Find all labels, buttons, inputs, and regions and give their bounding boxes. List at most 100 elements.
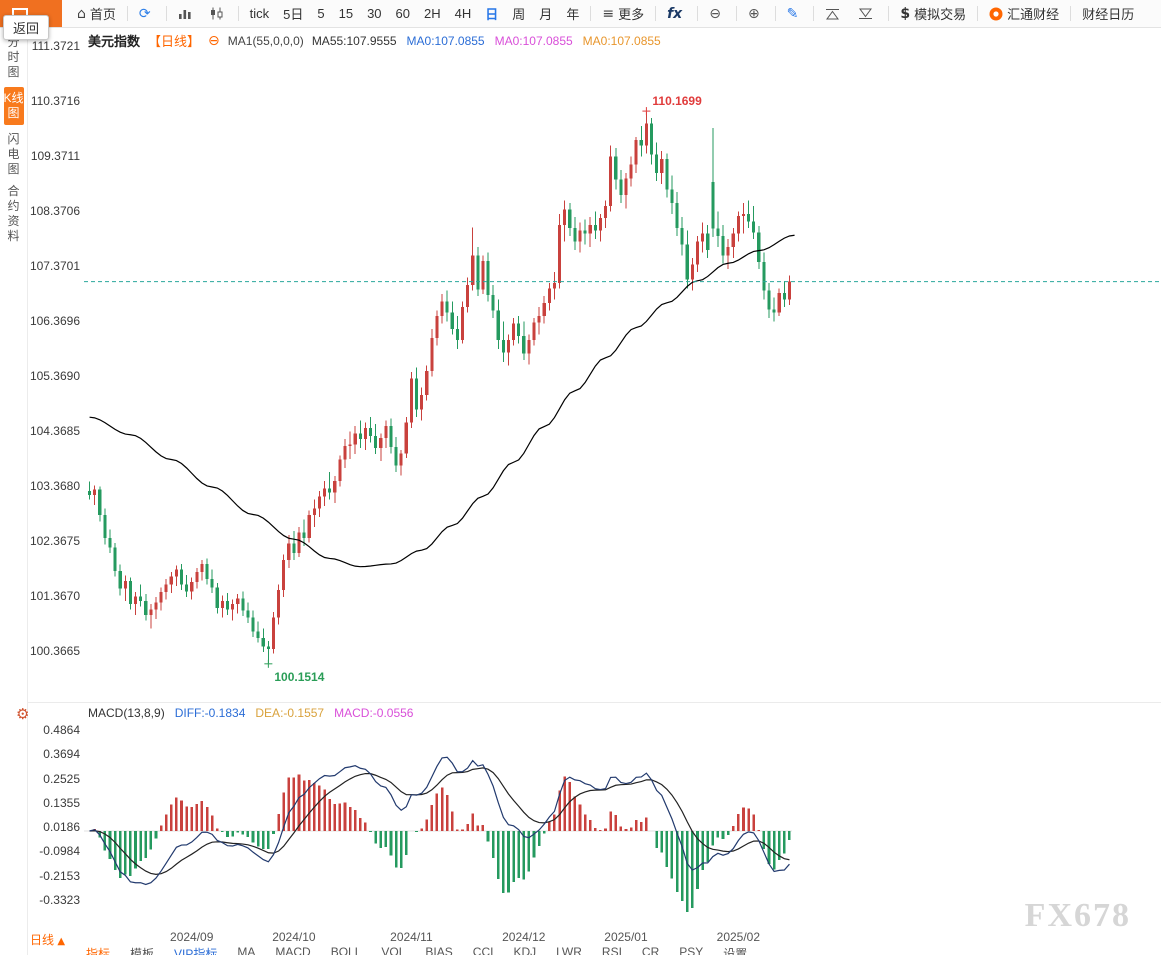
indicator-tab[interactable]: KDJ: [513, 945, 537, 955]
toolbar-button[interactable]: 财经日历: [1075, 4, 1141, 23]
price-tick: 108.3706: [29, 204, 80, 218]
svg-text:100.1514: 100.1514: [274, 670, 324, 684]
indicator-tab[interactable]: VOL: [381, 945, 406, 955]
toolbar-button-label: 年: [566, 7, 580, 22]
toolbar-button-label: 首页: [89, 7, 116, 22]
toolbar-button[interactable]: [203, 7, 234, 20]
sidebar-tab[interactable]: 分时图: [7, 35, 20, 79]
toolbar-button[interactable]: fx: [660, 7, 693, 21]
toolbar-button[interactable]: 4H: [448, 6, 479, 21]
toolbar-separator: [735, 6, 737, 21]
toolbar-button-label: 日: [485, 7, 499, 22]
toolbar-button[interactable]: [851, 8, 884, 20]
toolbar-button-label: 财经日历: [1082, 7, 1135, 22]
toolbar-separator: [590, 6, 592, 21]
toolbar-button[interactable]: 60: [389, 6, 417, 21]
toolbar-button[interactable]: ⊖: [702, 7, 732, 21]
price-tick: 104.3685: [29, 424, 80, 438]
indicator-tab[interactable]: MACD: [275, 945, 311, 955]
toolbar-button-label: 15: [338, 6, 354, 21]
toolbar-button[interactable]: ⟳: [132, 7, 162, 21]
macd-title: MACD(13,8,9): [88, 706, 165, 720]
ma-value: MA0:107.0855: [494, 33, 573, 48]
indicator-tab[interactable]: CR: [641, 945, 660, 955]
ma-value: MA55:107.9555: [311, 33, 397, 48]
toolbar-button[interactable]: 30: [360, 6, 388, 21]
toolbar-button[interactable]: tick: [243, 6, 277, 21]
price-tick: 111.3721: [31, 39, 80, 53]
menu-icon: ≡: [602, 5, 615, 22]
toolbar-button[interactable]: ≡ 更多: [595, 4, 651, 23]
macd-tick: 0.4864: [43, 723, 80, 737]
indicator-tab[interactable]: MA: [237, 945, 256, 955]
toolbar-button-label: 60: [395, 6, 411, 21]
toolbar-button[interactable]: 日: [478, 4, 505, 23]
indicator-tab[interactable]: BIAS: [425, 945, 453, 955]
macd-header: MACD(13,8,9) DIFF:-0.1834 DEA:-0.1557 MACD…: [88, 706, 423, 720]
toolbar-separator: [655, 6, 657, 21]
toolbar-button[interactable]: $ 模拟交易: [893, 4, 973, 23]
toolbar-button[interactable]: ⌂ 首页: [70, 4, 123, 23]
fx-icon: fx: [667, 5, 683, 22]
toolbar-button-label: 5: [317, 6, 325, 21]
svg-text:2025/01: 2025/01: [604, 930, 648, 944]
macd-tick: 0.3694: [43, 747, 80, 762]
zoom-out-icon: ⊖: [709, 5, 721, 22]
ma-value: MA0:107.0855: [582, 33, 661, 48]
toolbar-button[interactable]: 5: [310, 6, 331, 21]
chart-candle-icon: [210, 7, 223, 20]
dollar-icon: $: [900, 5, 911, 22]
toolbar-button-label: 汇通财经: [1007, 7, 1060, 22]
indicator-tab[interactable]: 模板: [130, 947, 155, 955]
price-tick: 100.3665: [29, 644, 80, 658]
indicator-tab[interactable]: 设置: [723, 947, 748, 955]
price-tick: 103.3680: [29, 479, 80, 493]
indicator-tab[interactable]: PSY: [679, 945, 704, 955]
toolbar-button-label: 更多: [618, 7, 645, 22]
sidebar-tab[interactable]: K线图: [3, 87, 24, 125]
indicator-tab[interactable]: 指标: [86, 947, 111, 955]
svg-text:2024/11: 2024/11: [390, 930, 433, 944]
toolbar: ⌂ 首页 ⟳ tick 5日 5 15 30 60: [0, 0, 1161, 28]
toolbar-button[interactable]: [818, 8, 851, 20]
sidebar-tab[interactable]: 合约资料: [7, 184, 20, 243]
toolbar-button[interactable]: ✎: [780, 7, 810, 21]
toolbar-separator: [1070, 6, 1072, 21]
toolbar-button[interactable]: ⊕: [741, 7, 771, 21]
ma-values: MA55:107.9555 MA0:107.0855 MA0:107.0855 MA0…: [312, 34, 671, 48]
indicator-settings-icon[interactable]: ⚙: [16, 705, 30, 723]
toolbar-separator: [977, 6, 979, 21]
back-button[interactable]: 返回: [3, 15, 49, 40]
indicator-tab[interactable]: BOLL: [330, 945, 362, 955]
svg-text:2024/12: 2024/12: [502, 930, 546, 944]
toolbar-button[interactable]: 年: [559, 4, 586, 23]
sidebar-tab[interactable]: 闪电图: [7, 132, 20, 176]
expand-arrow-icon: ▲: [57, 936, 66, 947]
indicator-tab[interactable]: RSI: [601, 945, 622, 955]
indicator-tab[interactable]: LWR: [556, 945, 582, 955]
price-tick: 109.3711: [30, 149, 80, 163]
toolbar-button-label: 5日: [283, 7, 304, 22]
collapse-icon[interactable]: ⊖: [208, 32, 220, 49]
toolbar-button[interactable]: 月: [532, 4, 559, 23]
toolbar-button[interactable]: 15: [332, 6, 360, 21]
toolbar-button[interactable]: 汇通财经: [982, 4, 1066, 23]
toolbar-button[interactable]: 2H: [417, 6, 448, 21]
chart-header: 美元指数 【日线】 ⊖ MA1(55,0,0,0) MA55:107.9555 M…: [88, 31, 671, 50]
indicator-tab[interactable]: VIP指标: [174, 947, 218, 955]
macd-tick: -0.0984: [39, 844, 80, 859]
indicator-tab[interactable]: CCI: [472, 945, 494, 955]
price-tick: 107.3701: [29, 259, 80, 273]
toolbar-button[interactable]: [171, 7, 203, 20]
tri-up-icon: [825, 8, 840, 20]
toolbar-button[interactable]: 5日: [276, 4, 310, 23]
period-selector[interactable]: 日线 ▲: [30, 931, 65, 948]
toolbar-button[interactable]: 周: [505, 4, 532, 23]
ht-logo-icon: [989, 7, 1003, 21]
symbol-title: 美元指数: [88, 34, 141, 49]
macd-value: DEA:-0.1557: [255, 706, 325, 720]
toolbar-button-label: tick: [249, 6, 270, 21]
tri-down-icon: [858, 8, 873, 20]
